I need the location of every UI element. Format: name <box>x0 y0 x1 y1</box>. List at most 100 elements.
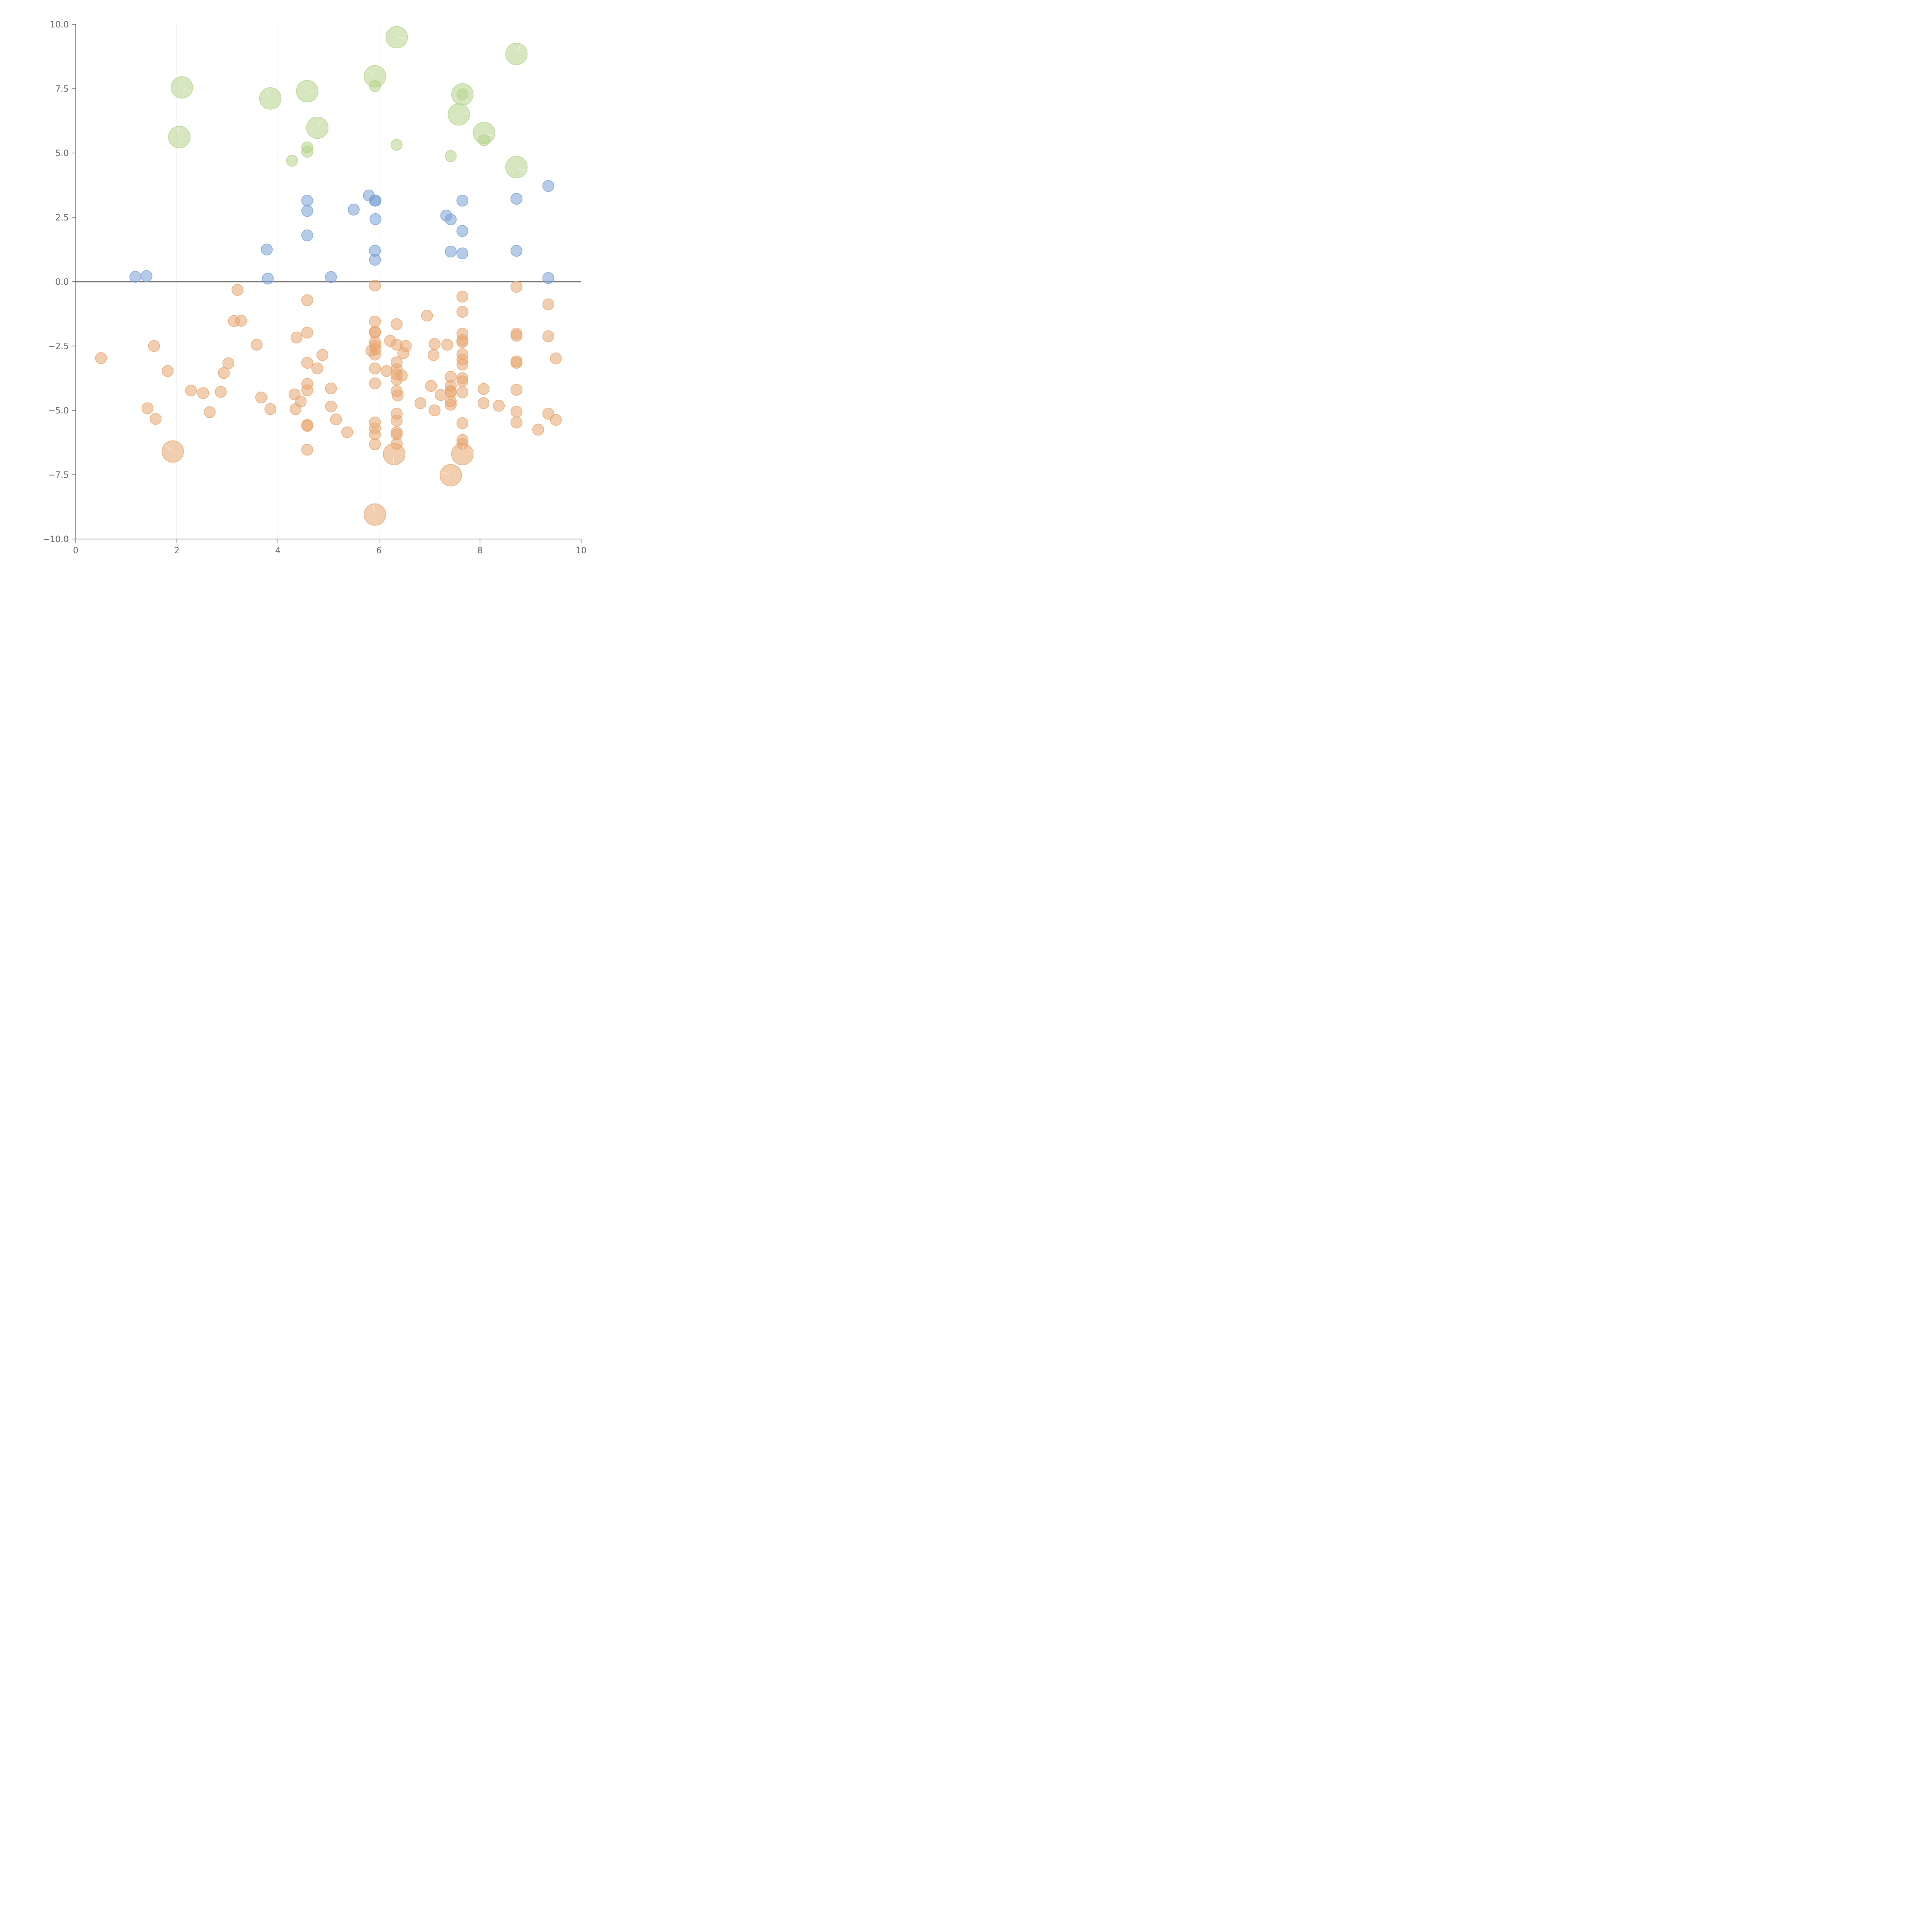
data-point <box>301 327 313 339</box>
x-tick-label: 2 <box>174 546 180 556</box>
data-point <box>550 352 562 364</box>
data-point <box>542 180 554 192</box>
data-point <box>286 155 298 167</box>
data-point <box>456 247 468 259</box>
data-point <box>396 369 408 382</box>
data-point <box>148 340 160 352</box>
data-point <box>259 87 282 110</box>
data-point <box>168 126 190 148</box>
data-point <box>435 389 447 401</box>
data-point <box>445 150 457 162</box>
y-tick-label: 10.0 <box>50 20 69 30</box>
data-point <box>542 272 554 284</box>
data-point <box>325 400 337 413</box>
data-point <box>369 80 381 92</box>
data-point <box>348 204 360 216</box>
data-point <box>427 349 440 361</box>
data-point <box>391 415 403 427</box>
data-point <box>421 310 433 322</box>
data-point <box>325 271 337 283</box>
data-point <box>141 402 153 414</box>
data-point <box>301 205 313 217</box>
x-tick-label: 0 <box>73 546 78 556</box>
data-point <box>369 194 381 207</box>
data-point <box>456 417 468 429</box>
data-point <box>251 338 263 351</box>
data-point-marker <box>265 89 270 97</box>
data-point <box>456 291 468 303</box>
data-point <box>510 281 522 293</box>
data-point <box>222 357 235 369</box>
y-tick-label: 5.0 <box>55 149 69 158</box>
data-point <box>162 365 174 377</box>
data-point <box>369 213 381 225</box>
data-point-marker <box>318 119 323 127</box>
y-tick-label: 7.5 <box>55 85 69 94</box>
data-point <box>456 375 468 387</box>
data-point <box>414 397 427 409</box>
y-tick-label: 2.5 <box>55 213 69 223</box>
axis-ticks: 0 2 4 6 8 10 10.0 7.5 5.0 2.5 0.0 −2.5 −5.0 −7.5 −10.0 <box>43 20 587 556</box>
y-tick-label: −10.0 <box>43 535 69 544</box>
data-point <box>369 377 381 389</box>
data-point <box>369 362 381 374</box>
data-point <box>400 340 412 352</box>
data-point <box>129 271 141 283</box>
data-point <box>306 116 328 139</box>
data-point <box>447 103 470 126</box>
data-point-marker <box>517 44 521 53</box>
data-point <box>478 397 490 409</box>
data-point <box>456 194 468 207</box>
data-point <box>385 26 408 49</box>
data-point <box>456 225 468 237</box>
data-point-marker <box>183 88 191 93</box>
data-point <box>456 386 468 398</box>
data-point <box>542 330 554 342</box>
data-point <box>510 417 522 429</box>
data-point <box>532 423 544 436</box>
data-point <box>301 229 313 242</box>
data-point <box>264 403 276 415</box>
data-point <box>301 294 313 306</box>
data-point <box>456 359 468 371</box>
data-point <box>185 384 197 396</box>
data-point <box>330 413 342 425</box>
data-point <box>456 88 468 100</box>
data-point <box>451 443 474 465</box>
data-point <box>478 134 490 146</box>
data-point <box>311 362 323 374</box>
data-point-marker <box>393 456 395 464</box>
data-point <box>301 357 313 369</box>
x-tick-label: 10 <box>576 546 587 556</box>
data-point <box>510 330 522 342</box>
data-point <box>383 443 405 465</box>
data-point <box>369 279 381 292</box>
data-point <box>478 383 490 395</box>
data-point <box>255 391 267 403</box>
data-point <box>369 315 381 328</box>
data-point <box>341 426 353 438</box>
data-point <box>325 383 337 395</box>
data-point <box>505 156 528 179</box>
data-point <box>456 336 468 348</box>
y-tick-label: −7.5 <box>48 471 69 480</box>
data-point <box>445 245 457 258</box>
x-tick-label: 4 <box>275 546 281 556</box>
data-point <box>261 243 273 255</box>
data-point <box>316 349 328 361</box>
scatter-chart: 0 2 4 6 8 10 10.0 7.5 5.0 2.5 0.0 −2.5 −5.0 −7.5 −10.0 <box>43 20 587 556</box>
data-point <box>150 413 162 425</box>
data-point-marker <box>485 133 494 137</box>
data-point <box>204 406 216 418</box>
data-point-marker <box>441 472 449 475</box>
y-tick-label: 0.0 <box>55 277 69 287</box>
data-point <box>301 146 313 158</box>
data-point <box>425 380 437 392</box>
data-point <box>439 464 462 486</box>
data-point <box>235 315 247 327</box>
data-point <box>301 194 313 207</box>
data-point-marker <box>372 505 375 513</box>
data-point <box>505 43 528 65</box>
data-point <box>140 270 153 282</box>
data-point <box>95 352 107 364</box>
